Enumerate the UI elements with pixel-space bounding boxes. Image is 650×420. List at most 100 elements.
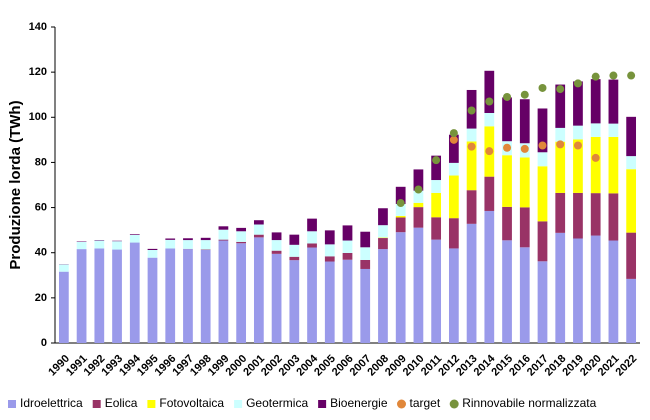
bar-segment: [324, 244, 335, 257]
legend-label: Geotermica: [246, 396, 308, 410]
dot: [573, 79, 582, 88]
dot: [520, 144, 529, 153]
bar-segment: [484, 176, 495, 211]
bar-segment: [502, 155, 512, 207]
bar-segment: [519, 157, 530, 208]
bar-segment: [147, 248, 158, 251]
y-tick-label: 140: [29, 21, 47, 33]
bar-segment: [253, 237, 264, 343]
bar-segment: [573, 139, 583, 193]
bar-segment: [129, 234, 140, 243]
bar-segment: [573, 238, 583, 343]
bar-segment: [324, 230, 335, 245]
dot: [591, 153, 600, 162]
bar-segment: [537, 166, 548, 222]
bar-segment: [466, 128, 477, 142]
bar-segment: [360, 231, 371, 248]
legend-swatch: [92, 400, 101, 408]
legend-swatch: [147, 400, 156, 408]
bar-segment: [200, 250, 211, 343]
bar-segment: [537, 261, 548, 343]
bar-segment: [342, 252, 353, 260]
bar-segment: [608, 136, 619, 194]
bar-segment: [395, 232, 406, 343]
y-tick-label: 60: [35, 201, 47, 213]
dot: [503, 143, 512, 152]
bar-segment: [147, 257, 158, 343]
bar-segment: [590, 123, 601, 137]
legend-swatch: [234, 400, 243, 408]
legend-label: Bioenergie: [330, 396, 388, 410]
bar-segment: [519, 99, 530, 144]
bar-segment: [378, 238, 388, 250]
bar-segment: [466, 190, 477, 224]
bar-segment: [448, 248, 459, 343]
bar-segment: [431, 180, 442, 193]
bar-segment: [395, 186, 406, 204]
dot: [414, 185, 423, 194]
bar-segment: [271, 253, 282, 343]
bar-segment: [413, 190, 424, 203]
dot: [449, 129, 458, 138]
bar-segment: [395, 203, 406, 216]
bar-segment: [555, 141, 566, 193]
bar-segment: [342, 259, 353, 343]
bar-segment: [200, 237, 211, 241]
bar-segment: [537, 108, 548, 153]
bar-segment: [626, 232, 637, 279]
bar-segment: [608, 240, 619, 343]
x-tick-label: 2022: [614, 353, 640, 379]
bar-segment: [431, 192, 442, 218]
bar-segment: [183, 240, 193, 249]
bar-segment: [289, 260, 300, 343]
bar-segment: [519, 247, 530, 343]
bar-segment: [590, 193, 601, 236]
bar-segment: [448, 218, 459, 249]
bar-segment: [236, 243, 247, 343]
dot: [538, 83, 547, 92]
bar-segment: [289, 234, 300, 245]
bar-segment: [147, 250, 158, 258]
dot: [520, 90, 529, 99]
dot: [573, 141, 582, 150]
bar-segment: [94, 240, 105, 249]
bar-segment: [626, 278, 637, 343]
dot: [556, 140, 565, 149]
bar-segment: [236, 241, 247, 244]
bar-segment: [537, 152, 548, 167]
bar-segment: [183, 249, 193, 343]
bar-segment: [324, 256, 335, 262]
bar-segment: [466, 223, 477, 343]
bar-segment: [502, 97, 512, 142]
bar-segment: [165, 248, 176, 343]
dot: [485, 97, 494, 106]
bar-segment: [271, 240, 282, 251]
dot: [449, 135, 458, 144]
bar-segment: [378, 208, 388, 226]
legend-swatch: [397, 399, 406, 409]
bar-segment: [590, 79, 601, 124]
bar-segment: [307, 243, 317, 248]
bar-segment: [253, 224, 264, 235]
bar-segment: [502, 240, 512, 343]
dot: [467, 106, 476, 115]
bar-segment: [360, 259, 371, 269]
bar-segment: [236, 227, 247, 232]
y-axis-label: Produzione lorda (TWh): [7, 100, 24, 269]
bar-segment: [413, 227, 424, 343]
bar-segment: [626, 169, 637, 233]
bar-segment: [183, 238, 193, 241]
bar-segment: [608, 123, 619, 137]
bar-segment: [218, 240, 229, 343]
bar-segment: [626, 116, 637, 157]
bar-segment: [555, 127, 566, 142]
bar-segment: [431, 239, 442, 343]
bar-segment: [236, 231, 247, 242]
bar-segment: [413, 207, 424, 228]
bar-segment: [129, 242, 140, 343]
bar-segment: [307, 218, 317, 232]
dot: [503, 92, 512, 101]
y-tick-label: 80: [35, 156, 47, 168]
bar-segment: [573, 81, 583, 126]
